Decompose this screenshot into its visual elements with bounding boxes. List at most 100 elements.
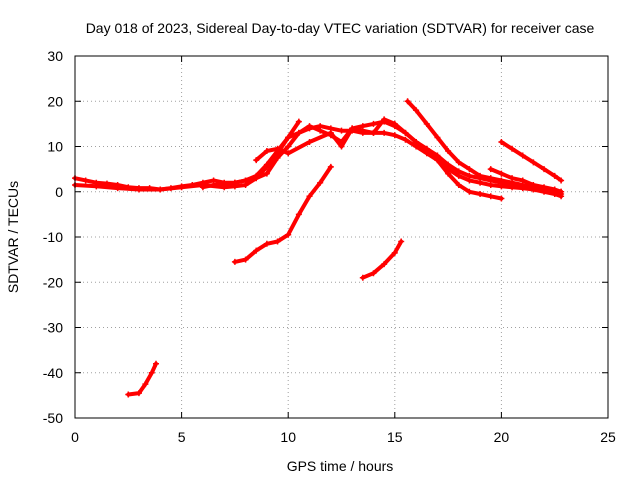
data-point	[487, 166, 494, 173]
data-point	[413, 138, 420, 145]
data-point	[263, 163, 270, 170]
data-point	[381, 129, 388, 136]
series-track-5	[231, 163, 334, 265]
data-point	[263, 170, 270, 177]
data-point	[455, 159, 462, 166]
data-point	[253, 247, 260, 254]
data-point	[551, 172, 558, 179]
data-point	[391, 249, 398, 256]
data-point	[142, 381, 149, 388]
data-point	[349, 125, 356, 132]
data-point	[434, 134, 441, 141]
x-axis-label: GPS time / hours	[287, 458, 394, 474]
data-point	[338, 143, 345, 150]
data-point	[125, 391, 132, 398]
x-tick-label: 10	[280, 429, 296, 445]
series-track-10	[125, 360, 160, 398]
data-point	[509, 145, 516, 152]
data-point	[359, 274, 366, 281]
data-point	[242, 177, 249, 184]
data-point	[498, 138, 505, 145]
y-tick-label: 30	[47, 48, 63, 64]
data-point	[519, 177, 526, 184]
data-point	[558, 177, 565, 184]
data-point	[402, 136, 409, 143]
data-point	[402, 129, 409, 136]
y-tick-label: -30	[43, 320, 63, 336]
data-point	[285, 231, 292, 238]
data-point	[306, 138, 313, 145]
data-point	[558, 188, 565, 195]
data-point	[114, 185, 121, 192]
data-point	[135, 186, 142, 193]
data-point	[327, 129, 334, 136]
data-point	[274, 145, 281, 152]
y-tick-label: 20	[47, 93, 63, 109]
data-point	[381, 116, 388, 123]
data-point	[285, 150, 292, 157]
x-tick-label: 25	[600, 429, 616, 445]
data-point	[295, 211, 302, 218]
y-tick-label: 0	[55, 184, 63, 200]
series-track-6	[359, 238, 405, 281]
plot-data	[72, 98, 565, 398]
series-trace	[232, 164, 333, 264]
data-point	[455, 181, 462, 188]
data-point	[135, 390, 142, 397]
data-point	[231, 258, 238, 265]
data-point	[477, 191, 484, 198]
data-point	[317, 127, 324, 134]
series-track-4	[253, 116, 505, 202]
data-point	[253, 175, 260, 182]
data-point	[274, 238, 281, 245]
data-point	[413, 107, 420, 114]
data-point	[519, 152, 526, 159]
y-tick-label: -40	[43, 365, 63, 381]
data-point	[253, 157, 260, 164]
series-track-8	[487, 166, 565, 195]
data-point	[423, 148, 430, 155]
data-point	[530, 159, 537, 166]
data-point	[306, 123, 313, 130]
data-point	[498, 170, 505, 177]
data-point	[317, 179, 324, 186]
data-point	[404, 98, 411, 105]
data-point	[423, 120, 430, 127]
data-point	[242, 256, 249, 263]
data-point	[381, 261, 388, 268]
data-point	[285, 143, 292, 150]
data-point	[445, 161, 452, 168]
data-point	[370, 120, 377, 127]
data-point	[487, 175, 494, 182]
data-point	[391, 120, 398, 127]
data-point	[466, 172, 473, 179]
y-tick-label: -50	[43, 410, 63, 426]
data-point	[178, 184, 185, 191]
y-tick-label: -20	[43, 274, 63, 290]
data-point	[359, 123, 366, 130]
data-point	[148, 369, 155, 376]
data-point	[466, 188, 473, 195]
data-point	[210, 181, 217, 188]
data-point	[263, 240, 270, 247]
data-point	[487, 193, 494, 200]
data-point	[285, 134, 292, 141]
data-point	[509, 175, 516, 182]
data-point	[466, 166, 473, 173]
y-tick-label: -10	[43, 229, 63, 245]
series-track-9	[498, 138, 565, 184]
data-point	[477, 172, 484, 179]
data-point	[541, 166, 548, 173]
data-point	[445, 148, 452, 155]
data-point	[370, 270, 377, 277]
data-point	[398, 238, 405, 245]
data-point	[199, 184, 206, 191]
data-point	[221, 181, 228, 188]
data-point	[82, 177, 89, 184]
data-point	[93, 183, 100, 190]
data-point	[295, 118, 302, 125]
data-point	[455, 168, 462, 175]
data-point	[157, 186, 164, 193]
